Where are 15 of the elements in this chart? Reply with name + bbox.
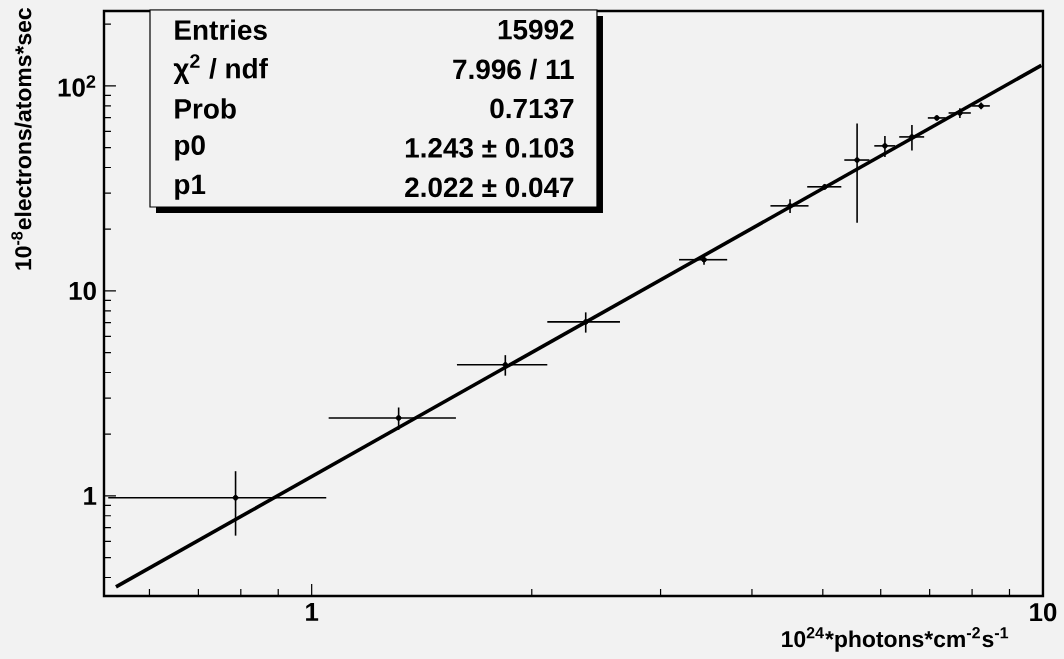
- annotation: p0: [175, 135, 205, 161]
- annotation: Entries: [175, 19, 267, 40]
- annotation: χ$^{2}$ / ndf: [173, 54, 268, 85]
- annotation: 2.022 ± 0.047: [405, 177, 574, 198]
- y-tick-label: 10$^{2}$: [58, 75, 96, 97]
- annotation: p1: [175, 174, 206, 200]
- annotation: 1.243 ± 0.103: [405, 137, 574, 158]
- annotation: 0.7137: [490, 98, 574, 119]
- annotation: 7.996 / 11: [453, 58, 574, 80]
- x-axis-title: 10$^{24}$*photons*cm$^{-2}$s$^{-1}$: [782, 627, 1009, 652]
- y-tick-label: 10: [69, 281, 96, 301]
- annotation: Prob: [175, 98, 236, 119]
- y-tick-label: 1: [84, 487, 97, 505]
- y-axis-title: 10$^{-8}$electrons/atoms*sec: [11, 8, 32, 270]
- annotation: 15992: [498, 19, 574, 40]
